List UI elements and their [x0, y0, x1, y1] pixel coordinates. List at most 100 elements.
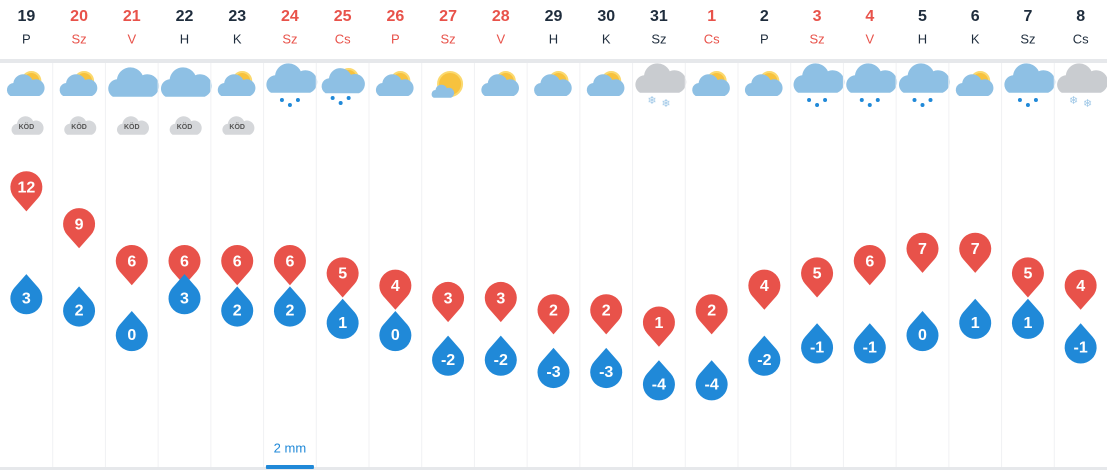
max-temp-pin	[537, 294, 570, 335]
max-temp-pin	[590, 294, 623, 335]
max-temp: 5	[1023, 266, 1032, 283]
cloud	[266, 63, 318, 93]
rain-drop	[330, 96, 335, 100]
rain-drop	[823, 98, 828, 102]
rain-drop	[1033, 98, 1038, 102]
day-number: 23	[228, 8, 246, 25]
day-number: 5	[918, 8, 927, 25]
rain-drop	[815, 103, 820, 107]
day-number: 2	[760, 8, 769, 25]
max-temp-pin	[10, 171, 43, 212]
max-temp: 4	[1076, 278, 1085, 295]
fog-icon: KÖD	[222, 116, 255, 135]
max-temp: 2	[549, 303, 558, 320]
max-temp: 5	[338, 266, 347, 283]
weather-icon	[321, 68, 365, 105]
cloud	[116, 116, 149, 135]
day-number: 6	[971, 8, 980, 25]
weather-icon	[846, 63, 898, 107]
day-number: 20	[70, 8, 88, 25]
rain-drop	[346, 96, 351, 100]
max-temp: 4	[760, 278, 769, 295]
max-temp-pin	[168, 245, 201, 286]
cloud	[793, 63, 845, 93]
max-temp: 6	[285, 253, 294, 270]
weekday: Sz	[809, 31, 824, 46]
fog-icon: KÖD	[169, 116, 202, 135]
day-number: 3	[813, 8, 822, 25]
max-temp-pin	[801, 257, 834, 298]
max-temp-pin	[379, 269, 412, 310]
cloud	[481, 74, 520, 96]
min-temp-drop	[801, 323, 834, 364]
weekday: Sz	[71, 31, 86, 46]
min-temp: 2	[75, 303, 84, 320]
min-temp: -3	[599, 364, 613, 381]
rain-drop	[928, 98, 933, 102]
max-temp: 3	[444, 290, 453, 307]
rain-drop	[295, 98, 300, 102]
min-temp-drop	[695, 360, 728, 401]
cloud	[59, 74, 98, 96]
weather-icon	[793, 63, 845, 107]
min-temp-drop	[326, 298, 359, 339]
max-temp: 2	[707, 303, 716, 320]
cloud	[169, 116, 202, 135]
weather-icon: ❄ ❄	[635, 63, 687, 110]
weather-icon	[108, 67, 160, 97]
rain-drop	[1025, 103, 1030, 107]
fog-icon: KÖD	[11, 116, 44, 135]
max-temp: 7	[971, 241, 980, 258]
day-number: 21	[123, 8, 141, 25]
day-number: 27	[439, 8, 457, 25]
footer-separator	[0, 467, 1107, 470]
cloud	[375, 74, 414, 96]
max-temp-pin	[1011, 257, 1044, 298]
min-temp: -1	[863, 340, 877, 357]
header-separator	[0, 59, 1107, 63]
weather-icon	[955, 71, 994, 96]
weather-icon	[431, 71, 464, 98]
min-temp: 1	[338, 315, 347, 332]
weather-icon	[59, 71, 98, 96]
min-temp-drop	[537, 347, 570, 389]
weather-icon	[692, 71, 730, 96]
weekday: P	[22, 31, 31, 46]
day-number: 7	[1023, 8, 1032, 25]
fog-label: KÖD	[71, 122, 87, 131]
weather-icon	[6, 71, 45, 96]
min-temp-drop	[221, 286, 254, 327]
max-temp-pin	[695, 294, 728, 335]
max-temp: 4	[391, 278, 400, 295]
max-temp: 5	[813, 266, 822, 283]
precipitation-bar	[265, 465, 314, 469]
weekday: K	[602, 31, 611, 46]
day-number: 31	[650, 8, 668, 25]
min-temp: 0	[391, 327, 400, 344]
max-temp-pin	[853, 245, 886, 286]
max-temp-pin	[484, 281, 517, 323]
day-number: 22	[176, 8, 194, 25]
cloud	[64, 116, 97, 135]
min-temp: 0	[127, 327, 136, 344]
max-temp: 2	[602, 303, 611, 320]
weekday: Sz	[282, 31, 297, 46]
max-temp-pin	[273, 245, 306, 286]
rain-drop	[279, 98, 284, 102]
min-temp: 2	[233, 303, 242, 320]
weather-icon	[586, 71, 625, 96]
cloud	[534, 74, 572, 96]
weekday: V	[865, 31, 874, 46]
cloud	[692, 74, 730, 96]
min-temp: -4	[652, 376, 666, 393]
max-temp: 3	[496, 290, 505, 307]
cloud	[898, 63, 950, 93]
cloud	[955, 74, 994, 96]
min-temp: -1	[810, 340, 824, 357]
weather-icon	[744, 71, 783, 96]
fog-label: KÖD	[124, 122, 140, 131]
weekday: V	[127, 31, 136, 46]
min-temp: 1	[971, 315, 980, 332]
min-temp-drop	[273, 286, 306, 327]
rain-drop	[287, 103, 292, 107]
